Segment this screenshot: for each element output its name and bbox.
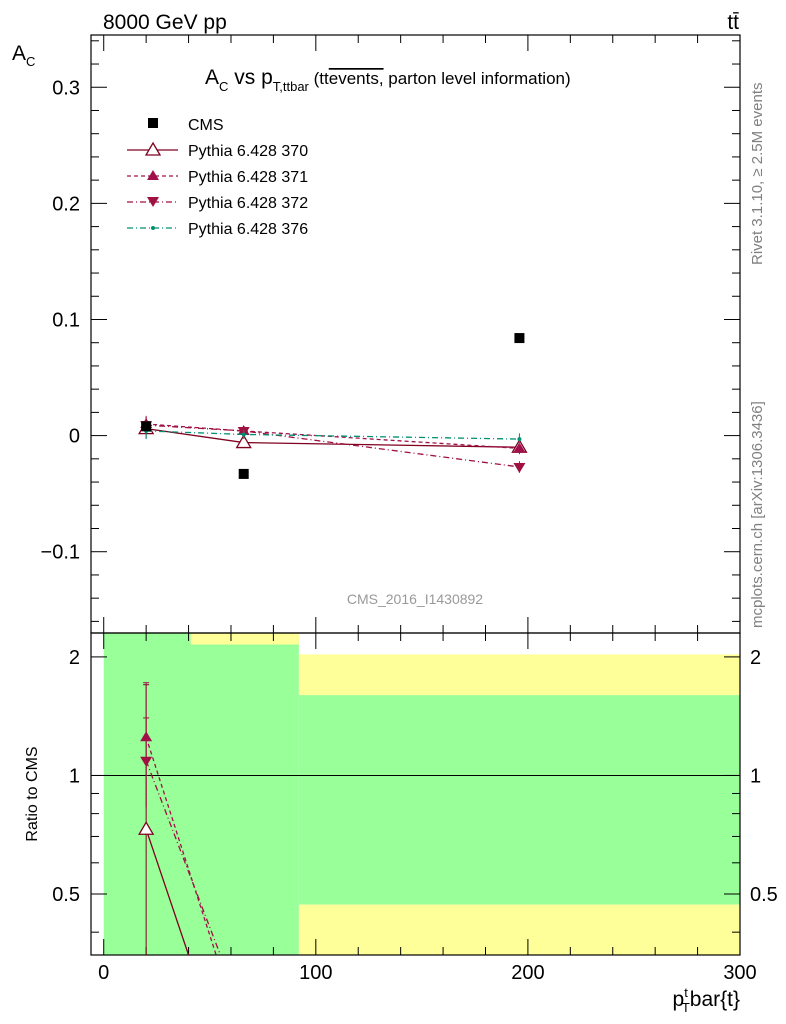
legend: CMS Pythia 6.428 370 Pythia 6.428 371 Py… xyxy=(127,117,308,238)
process-label: tt̄ xyxy=(727,11,739,34)
ratio-xtick-label: 200 xyxy=(511,962,544,984)
main-ytick-label: 0 xyxy=(69,426,80,448)
data-marks xyxy=(138,333,528,956)
ratio-bands xyxy=(91,633,740,955)
yellow-band-0 xyxy=(190,633,299,645)
legend-label-372: Pythia 6.428 372 xyxy=(188,195,308,212)
ratio-ytick-label: 1 xyxy=(69,765,80,787)
legend-marker-370 xyxy=(144,141,162,156)
main-ytick-label: 0.2 xyxy=(52,193,80,215)
ratio-ytick-label-right: 2 xyxy=(750,647,761,669)
ratio-ytick-label: 2 xyxy=(69,647,80,669)
ratio-point-2 xyxy=(140,756,153,767)
series-point-2 xyxy=(513,442,526,453)
ratio-line-1 xyxy=(145,737,217,956)
yellow-band-1 xyxy=(298,654,740,696)
rivet-label: Rivet 3.1.10, ≥ 2.5M events xyxy=(749,83,766,266)
legend-marker-376 xyxy=(151,226,155,230)
legend-marker-cms xyxy=(148,118,158,128)
legend-marker-372 xyxy=(147,197,159,207)
series-point-3 xyxy=(513,462,526,473)
series-line-4 xyxy=(146,430,520,440)
cms-point xyxy=(238,468,249,479)
analysis-label: CMS_2016_I1430892 xyxy=(347,591,483,607)
ratio-line-0 xyxy=(145,829,190,956)
cms-point xyxy=(514,333,525,344)
ratio-xtick-label: 100 xyxy=(299,962,332,984)
yellow-band-2 xyxy=(298,904,740,955)
ratio-xtick-label: 300 xyxy=(723,962,756,984)
series-point-4 xyxy=(517,437,522,442)
main-ytick-label: 0.3 xyxy=(52,77,80,99)
ratio-y-label: Ratio to CMS xyxy=(24,746,41,841)
main-ytick-label: 0.1 xyxy=(52,309,80,331)
legend-label-cms: CMS xyxy=(188,117,224,134)
legend-label-371: Pythia 6.428 371 xyxy=(188,169,308,186)
green-band-0 xyxy=(103,633,299,955)
legend-marker-371 xyxy=(147,170,159,180)
ratio-ytick-label: 0.5 xyxy=(52,884,80,906)
x-axis-label: pt Tbar{t} xyxy=(673,985,740,1015)
ratio-xtick-label: 0 xyxy=(98,962,109,984)
main-title: AC vs pT,ttbar (ttevents, parton level i… xyxy=(205,66,571,94)
svg-text:AC vs pT,ttbar (ttevents, part: AC vs pT,ttbar (ttevents, parton level i… xyxy=(205,66,571,94)
cms-point xyxy=(141,421,152,432)
energy-label: 8000 GeV pp xyxy=(103,11,227,34)
legend-label-376: Pythia 6.428 376 xyxy=(188,221,308,238)
legend-label-370: Pythia 6.428 370 xyxy=(188,143,308,160)
ratio-plot-frame xyxy=(90,632,741,956)
ratio-line-2 xyxy=(145,760,221,956)
axis-ticks: −0.1 0 0.1 0.2 0.3 0 100 200 300 0.5 0.5 1 1 2 2 xyxy=(41,35,778,984)
ratio-ytick-label-right: 1 xyxy=(750,765,761,787)
main-ytick-label: −0.1 xyxy=(41,542,80,564)
series-point-4 xyxy=(241,432,246,437)
y-axis-label: AC xyxy=(12,42,35,69)
green-band-1 xyxy=(298,695,740,905)
series-line-2 xyxy=(146,423,520,450)
ratio-ytick-label-right: 0.5 xyxy=(750,884,778,906)
svg-text:AC: AC xyxy=(12,42,35,69)
ratio-point-0 xyxy=(138,820,155,835)
mcplots-label: mcplots.cern.ch [arXiv:1306.3436] xyxy=(749,401,766,628)
series-point-1 xyxy=(235,434,252,449)
